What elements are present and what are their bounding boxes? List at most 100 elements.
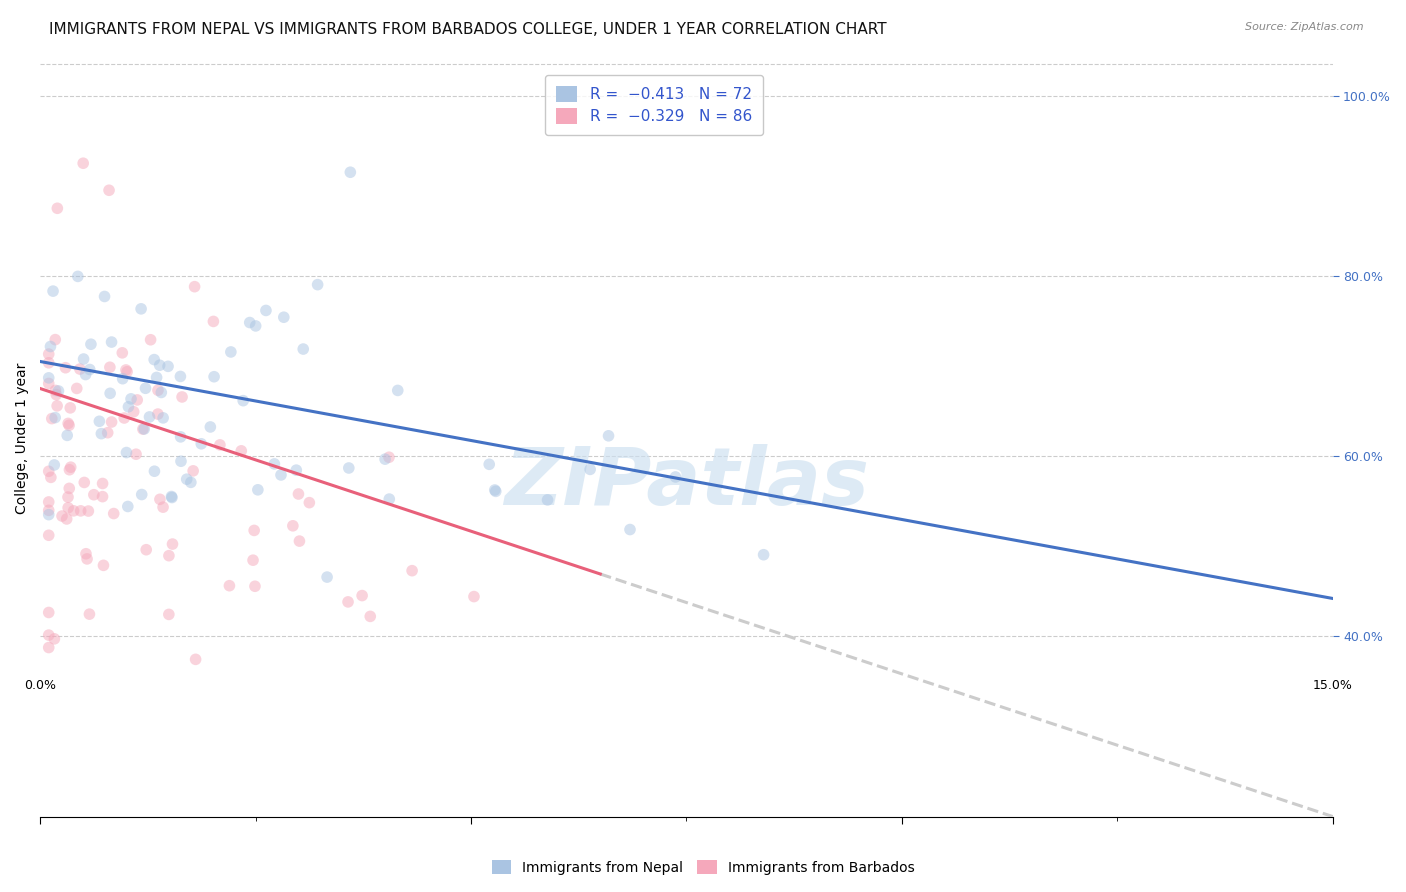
Point (536, 492, 558, 507)
Point (339, 165, 361, 179)
Point (378, 492, 401, 507)
Point (180, 475, 202, 490)
Point (378, 450, 401, 465)
Point (157, 359, 180, 374)
Point (619, 523, 641, 537)
Point (176, 472, 198, 486)
Point (157, 607, 180, 622)
Point (231, 443, 253, 458)
Point (69, 504, 91, 518)
Point (374, 452, 396, 467)
Text: ZIPatlas: ZIPatlas (503, 444, 869, 523)
Point (38, 495, 60, 509)
Point (143, 464, 166, 478)
Point (132, 422, 155, 436)
Point (56, 500, 79, 515)
Point (239, 316, 262, 330)
Point (56, 428, 79, 442)
Point (55, 512, 77, 526)
Point (287, 487, 309, 501)
Point (98, 183, 121, 197)
Point (44, 384, 66, 398)
Point (285, 463, 308, 477)
Point (46, 202, 69, 216)
Point (77, 504, 100, 518)
Point (111, 372, 134, 386)
Point (181, 464, 204, 478)
Point (143, 352, 166, 367)
Point (93, 289, 115, 303)
Point (337, 461, 360, 475)
Point (38, 376, 60, 391)
Point (359, 609, 381, 624)
Point (115, 365, 138, 379)
Point (273, 310, 295, 325)
Point (127, 392, 149, 407)
Point (38, 528, 60, 542)
Point (117, 500, 139, 514)
Point (598, 429, 620, 443)
Point (91, 490, 114, 504)
Text: Source: ZipAtlas.com: Source: ZipAtlas.com (1246, 22, 1364, 32)
Text: 15.0%: 15.0% (1313, 679, 1353, 692)
Point (98, 386, 121, 401)
Point (38, 640, 60, 655)
Point (246, 483, 269, 497)
Point (125, 447, 148, 461)
Point (150, 385, 173, 400)
Point (38, 508, 60, 522)
Point (72, 156, 94, 170)
Point (103, 507, 125, 521)
Point (73, 475, 96, 490)
Point (145, 370, 167, 384)
Point (484, 483, 506, 497)
Point (387, 384, 409, 398)
Point (98, 360, 121, 375)
Point (115, 445, 138, 459)
Point (44, 333, 66, 347)
Point (263, 457, 285, 471)
Point (38, 503, 60, 517)
Point (485, 484, 508, 499)
Point (56, 417, 79, 431)
Point (41, 411, 63, 425)
Point (66, 381, 89, 395)
Point (169, 369, 191, 384)
Point (39, 339, 62, 353)
Point (664, 470, 686, 484)
Point (58, 482, 80, 496)
Point (83, 488, 105, 502)
Point (243, 579, 266, 593)
Point (134, 422, 156, 436)
Point (111, 346, 134, 360)
Point (337, 595, 360, 609)
Point (44, 458, 66, 472)
Point (38, 606, 60, 620)
Point (146, 407, 169, 421)
Legend: R =  −0.413   N = 72, R =  −0.329   N = 86: R = −0.413 N = 72, R = −0.329 N = 86 (546, 75, 762, 135)
Point (138, 409, 160, 424)
Point (115, 363, 138, 377)
Point (190, 437, 212, 451)
Point (38, 347, 60, 361)
Legend: Immigrants from Nepal, Immigrants from Barbados: Immigrants from Nepal, Immigrants from B… (486, 855, 920, 880)
Point (58, 463, 80, 477)
Point (38, 371, 60, 385)
Point (160, 490, 183, 504)
Point (200, 420, 222, 434)
Point (75, 547, 97, 561)
Point (58, 418, 80, 433)
Point (579, 462, 602, 476)
Point (242, 553, 264, 567)
Point (48, 384, 70, 398)
Point (298, 496, 321, 510)
Point (55, 360, 77, 375)
Point (478, 458, 501, 472)
Point (752, 548, 775, 562)
Point (129, 301, 152, 316)
Point (66, 269, 89, 284)
Point (162, 537, 184, 551)
Point (152, 410, 174, 425)
Point (218, 579, 240, 593)
Point (139, 333, 162, 347)
